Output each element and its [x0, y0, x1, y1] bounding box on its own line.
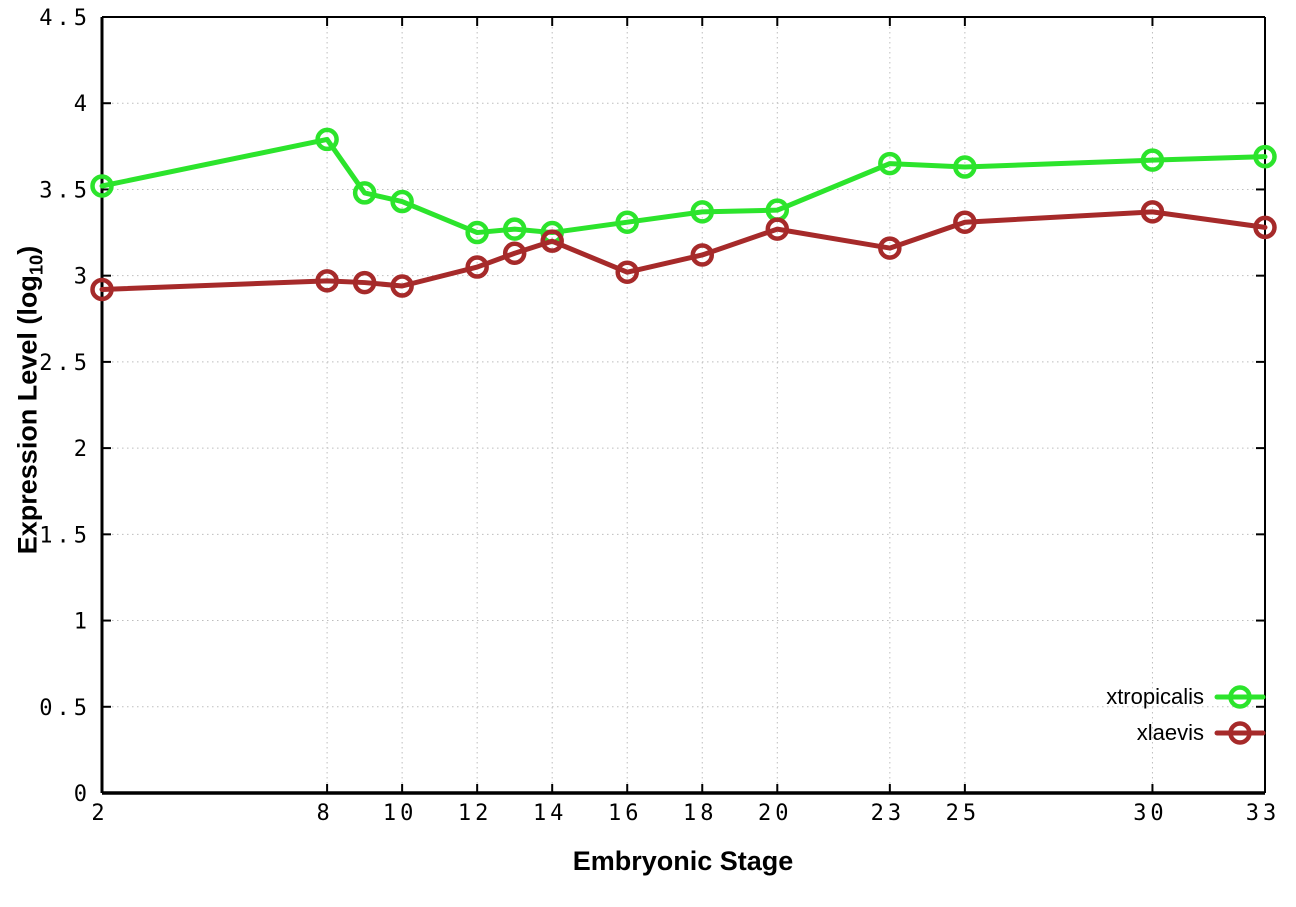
- legend-label: xlaevis: [1136, 720, 1204, 745]
- data-point-xtropicalis: [390, 189, 414, 214]
- x-tick-label: 16: [608, 801, 643, 826]
- series-line-xtropicalis: [99, 136, 1268, 236]
- x-axis-title: Embryonic Stage: [572, 846, 794, 876]
- y-tick-label: 0.5: [39, 696, 91, 721]
- y-tick-label: 3.5: [39, 178, 91, 203]
- data-point-xlaevis: [690, 243, 715, 267]
- y-tick-label: 2: [74, 437, 91, 462]
- data-point-xlaevis: [878, 236, 902, 260]
- data-point-xlaevis: [315, 269, 339, 293]
- y-tick-label: 4: [74, 92, 91, 117]
- data-point-xlaevis: [390, 274, 414, 298]
- legend-marker-xlaevis-icon: [1214, 721, 1266, 745]
- data-point-xtropicalis: [315, 127, 339, 152]
- x-tick-label: 18: [683, 801, 718, 826]
- legend-sample-shape: [1228, 685, 1252, 709]
- data-point-xtropicalis: [1140, 148, 1165, 172]
- x-tick-label: 8: [316, 801, 333, 826]
- x-tick-label: 25: [946, 801, 981, 826]
- legend-label: xtropicalis: [1106, 684, 1204, 709]
- data-point-xlaevis: [1140, 200, 1165, 224]
- data-point-xtropicalis: [878, 151, 902, 176]
- data-point-xtropicalis: [352, 181, 377, 205]
- data-point-xtropicalis: [615, 210, 639, 234]
- y-axis-title-subscript: 10: [25, 254, 47, 276]
- series-line-xlaevis: [99, 209, 1268, 292]
- data-point-xlaevis: [502, 241, 527, 265]
- y-tick-label: 1.5: [39, 523, 91, 548]
- data-point-xlaevis: [465, 255, 489, 279]
- x-tick-label: 12: [458, 801, 493, 826]
- legend-sample-shape: [1228, 721, 1252, 745]
- data-point-xlaevis: [90, 277, 114, 302]
- y-tick-label: 4.5: [39, 6, 91, 31]
- legend-item-xlaevis: xlaevis: [1106, 719, 1266, 747]
- x-tick-label: 33: [1246, 801, 1281, 826]
- data-point-xtropicalis: [953, 155, 977, 179]
- data-point-xtropicalis: [502, 217, 527, 241]
- y-axis-title: Expression Level (log10): [12, 246, 47, 555]
- legend-marker-xtropicalis-icon: [1214, 685, 1266, 709]
- x-tick-label: 20: [758, 801, 793, 826]
- data-point-xlaevis: [615, 260, 639, 284]
- y-tick-label: 2.5: [39, 351, 91, 376]
- y-axis-title-text: Expression Level (log: [12, 275, 43, 555]
- data-point-xlaevis: [765, 217, 790, 241]
- x-tick-label: 23: [871, 801, 906, 826]
- x-tick-label: 2: [91, 801, 108, 826]
- x-tick-label: 30: [1133, 801, 1168, 826]
- y-tick-label: 1: [74, 610, 91, 635]
- x-tick-label: 14: [533, 801, 568, 826]
- y-axis-title-close: ): [12, 245, 43, 255]
- y-tick-label: 3: [74, 265, 91, 290]
- legend: xtropicalis xlaevis: [1106, 683, 1266, 747]
- x-tick-label: 10: [383, 801, 418, 826]
- data-point-xlaevis: [1253, 215, 1277, 240]
- data-point-xtropicalis: [90, 174, 114, 198]
- data-point-xlaevis: [953, 210, 977, 234]
- data-point-xtropicalis: [1253, 144, 1277, 169]
- data-point-xlaevis: [352, 270, 377, 295]
- data-point-xtropicalis: [690, 200, 715, 224]
- data-point-xtropicalis: [465, 220, 489, 245]
- y-tick-label: 0: [74, 782, 91, 807]
- legend-item-xtropicalis: xtropicalis: [1106, 683, 1266, 711]
- data-point-xlaevis: [540, 229, 564, 253]
